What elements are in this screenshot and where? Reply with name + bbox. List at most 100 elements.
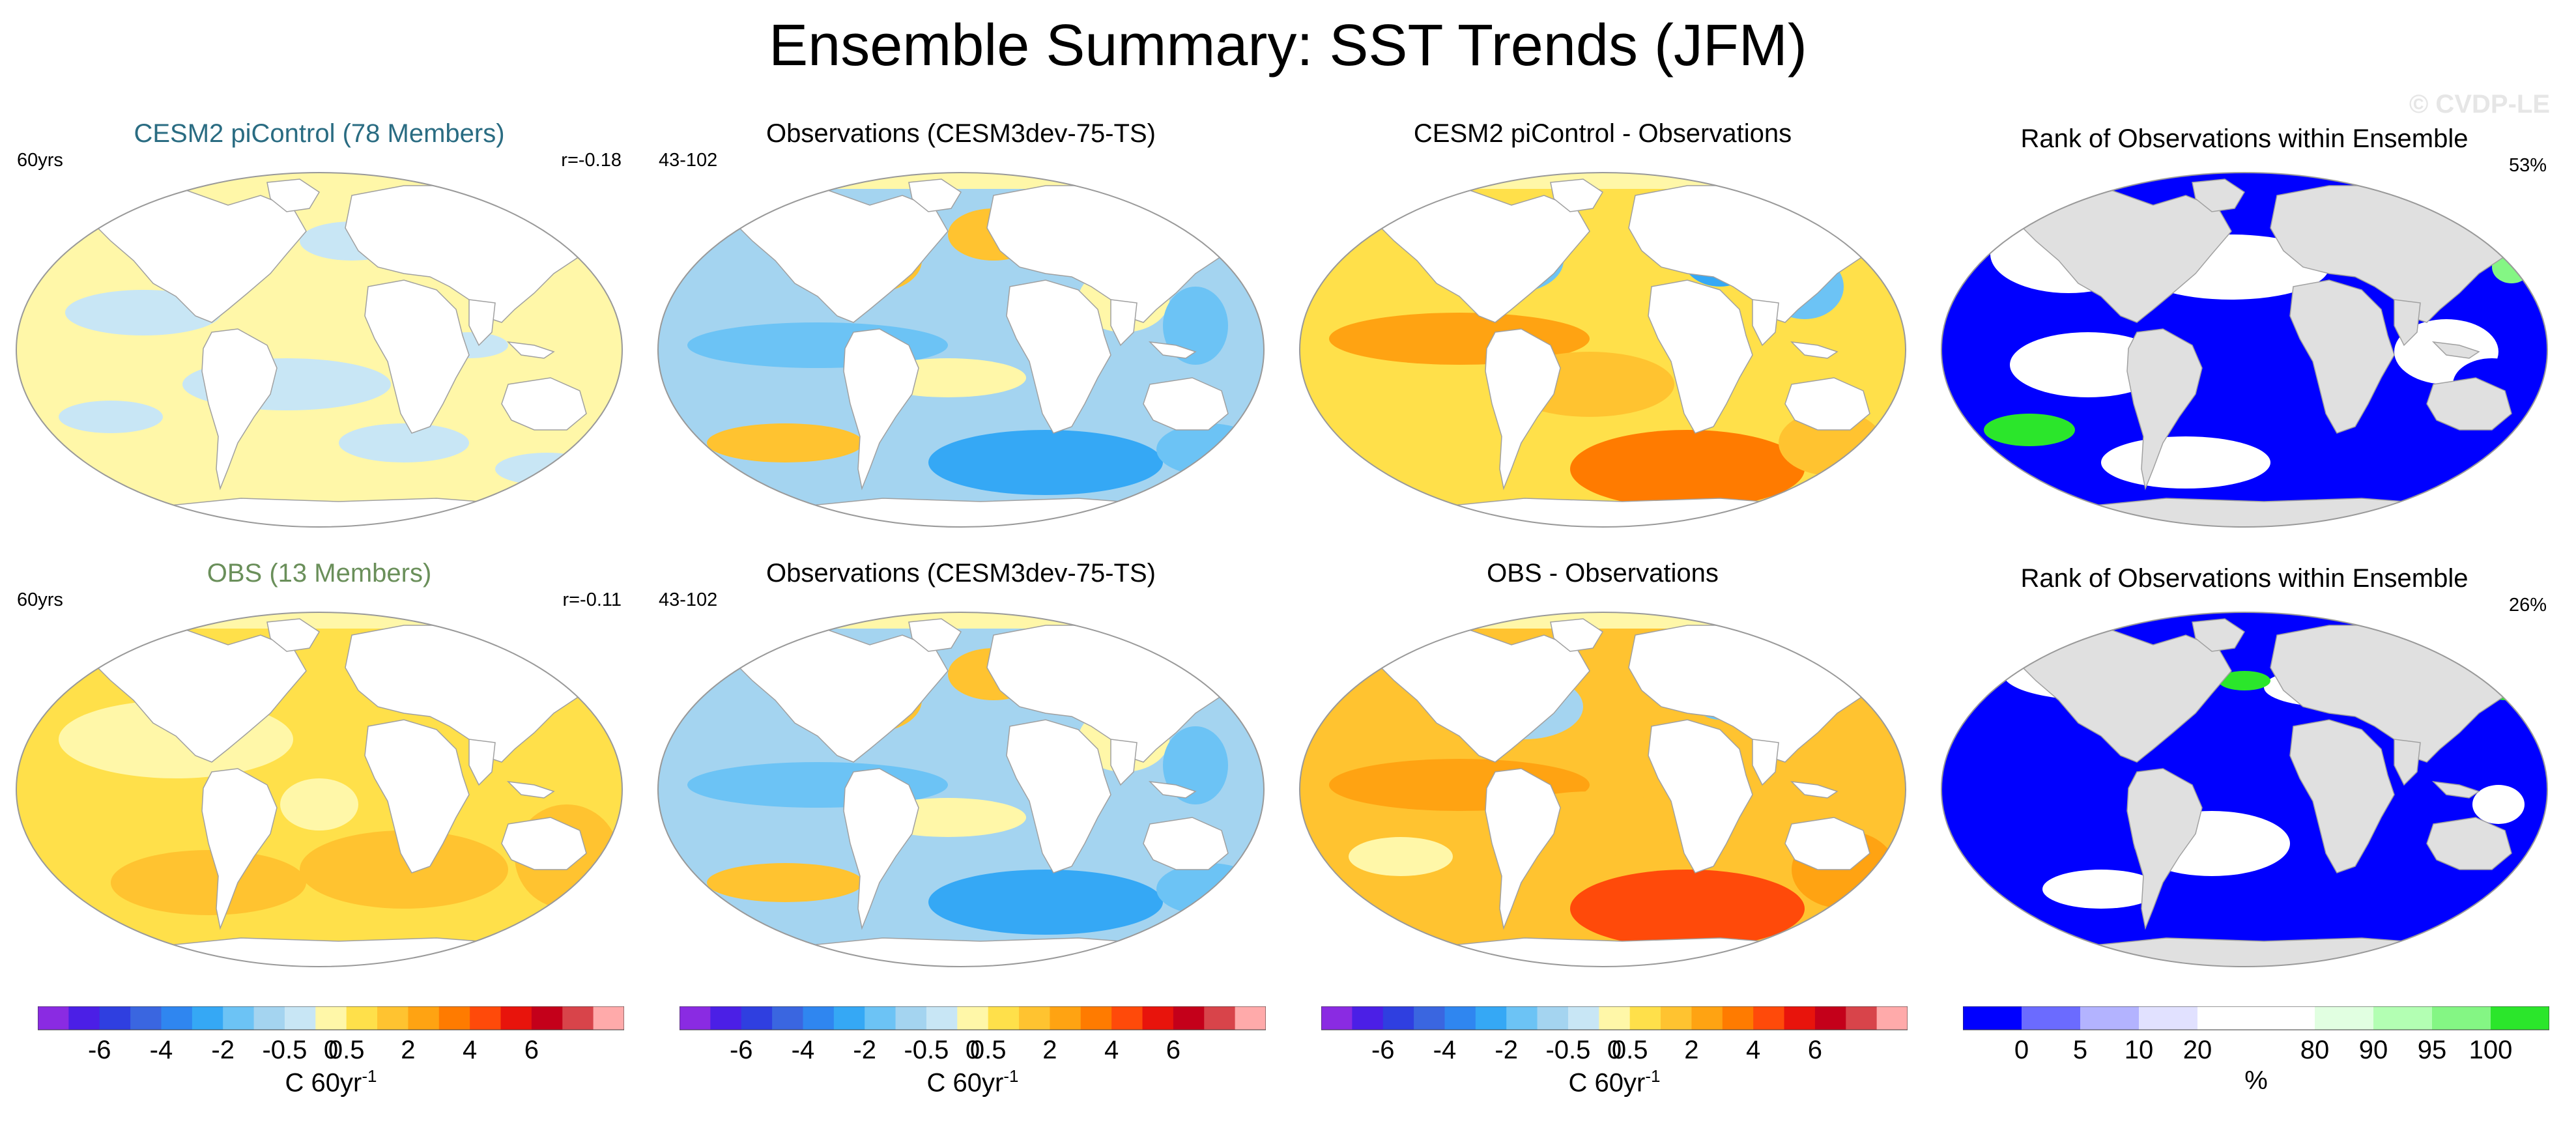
indonesia-land xyxy=(1148,780,1197,799)
tick-label: -2 xyxy=(211,1036,235,1064)
field-region xyxy=(1163,287,1228,365)
tick-label: 10 xyxy=(2125,1036,2154,1064)
trend-colorbar: -6 -4 -2 -0.5 00.5 2 4 6 xyxy=(679,1006,1267,1064)
colorbar-swatch xyxy=(1963,1006,2022,1030)
india-land xyxy=(2394,739,2421,786)
greenland-land xyxy=(266,618,321,652)
australia-land xyxy=(2426,817,2512,870)
indonesia-land xyxy=(1148,341,1197,359)
colorbar-swatch xyxy=(1173,1006,1205,1030)
indonesia-land xyxy=(2431,780,2480,799)
colorbar-swatch xyxy=(710,1006,742,1030)
panel-r1-c4: Rank of Observations within Ensemble 53% xyxy=(1932,117,2557,534)
tick-label: 0.5 xyxy=(970,1036,1007,1064)
map-r1-c4 xyxy=(1941,172,2548,528)
greenland-land xyxy=(2192,178,2246,212)
namerica-land xyxy=(732,628,949,763)
trend-colorbar: -6 -4 -2 -0.5 00.5 2 4 6 xyxy=(37,1006,625,1064)
africa-land xyxy=(1648,279,1753,434)
tick-label: 2 xyxy=(1042,1036,1057,1064)
map-r1-c2 xyxy=(657,172,1265,528)
colorbar-units: C 60yr-1 xyxy=(926,1066,1019,1098)
colorbar-swatch xyxy=(1414,1006,1445,1030)
watermark: © CVDP-LE xyxy=(2409,90,2550,119)
field-region xyxy=(1570,870,1805,948)
indonesia-land xyxy=(506,341,555,359)
colorbar-swatch xyxy=(99,1006,131,1030)
tick-label: -2 xyxy=(853,1036,876,1064)
tick-label: -4 xyxy=(150,1036,173,1064)
indonesia-land xyxy=(2431,341,2480,359)
field-region xyxy=(707,863,863,902)
india-land xyxy=(2394,299,2421,347)
namerica-land xyxy=(2016,628,2232,763)
colorbar-swatch xyxy=(1142,1006,1174,1030)
field-region xyxy=(2101,436,2270,489)
indonesia-land xyxy=(1790,780,1839,799)
map-outline xyxy=(657,612,1265,967)
tick-label: 5 xyxy=(2073,1036,2087,1064)
colorbar-swatch xyxy=(988,1006,1020,1030)
panel-r2-c2: Observations (CESM3dev-75-TS) 43-102 xyxy=(648,557,1274,974)
trend-colorbar: -6 -4 -2 -0.5 00.5 2 4 6 xyxy=(1321,1006,1908,1064)
colorbar-swatch xyxy=(2432,1006,2491,1030)
africa-land xyxy=(1006,719,1111,873)
colorbar-units: C 60yr-1 xyxy=(1568,1066,1661,1098)
indonesia-land xyxy=(506,780,555,799)
greenland-land xyxy=(1550,618,1604,652)
india-land xyxy=(468,739,496,786)
africa-land xyxy=(364,719,470,873)
panel-r1-c2: Observations (CESM3dev-75-TS) 43-102 xyxy=(648,117,1274,534)
colorbar-swatch xyxy=(1537,1006,1569,1030)
australia-land xyxy=(501,377,587,431)
panel-right-label: r=-0.11 xyxy=(562,589,622,610)
tick-label: -6 xyxy=(730,1036,753,1064)
colorbar-swatch xyxy=(2197,1006,2257,1030)
namerica-land xyxy=(732,188,949,323)
colorbar-swatch xyxy=(895,1006,927,1030)
tick-label: 0.5 xyxy=(1612,1036,1648,1064)
india-land xyxy=(1110,299,1138,347)
tick-label: 4 xyxy=(1104,1036,1119,1064)
colorbar-swatch xyxy=(1506,1006,1538,1030)
greenland-land xyxy=(908,618,962,652)
field-region xyxy=(1163,726,1228,804)
india-land xyxy=(1752,739,1779,786)
greenland-land xyxy=(908,178,962,212)
map-outline xyxy=(1299,172,1906,528)
tick-label: 4 xyxy=(1746,1036,1760,1064)
field-region xyxy=(2010,332,2166,397)
panel-right-label: 26% xyxy=(2508,595,2547,616)
colorbar-swatch xyxy=(865,1006,896,1030)
colorbar-swatch xyxy=(1382,1006,1414,1030)
australia-land xyxy=(1784,817,1870,870)
field-region xyxy=(1156,423,1261,475)
panel-r1-c1: CESM2 piControl (78 Members) 60yrs r=-0.… xyxy=(7,117,632,534)
colorbar-swatch xyxy=(130,1006,162,1030)
colorbar-swatch xyxy=(531,1006,563,1030)
tick-label: -4 xyxy=(1433,1036,1457,1064)
namerica-land xyxy=(2016,188,2232,323)
colorbar-swatch xyxy=(1661,1006,1692,1030)
panel-title: Observations (CESM3dev-75-TS) xyxy=(766,119,1156,148)
field-region xyxy=(495,453,599,485)
antarctica-land xyxy=(1425,937,1807,967)
antarctica-land xyxy=(783,498,1165,527)
colorbar-swatch xyxy=(438,1006,470,1030)
panel-left-label: 60yrs xyxy=(17,589,63,610)
tick-label: -0.5 xyxy=(904,1036,949,1064)
main-title: Ensemble Summary: SST Trends (JFM) xyxy=(769,13,1807,78)
panel-left-label: 43-102 xyxy=(659,589,718,610)
colorbar-2: -6 -4 -2 -0.5 0 0.5 2 4 6 C 60yr-1 xyxy=(679,1006,1267,1104)
colorbar-swatch xyxy=(2315,1006,2374,1030)
panel-title: Observations (CESM3dev-75-TS) xyxy=(766,559,1156,588)
map-outline xyxy=(657,172,1265,528)
field-region xyxy=(1984,414,2075,446)
antarctica-land xyxy=(783,937,1165,967)
colorbar-swatch xyxy=(1352,1006,1384,1030)
panel-title: Rank of Observations within Ensemble xyxy=(2020,124,2469,153)
tick-label: -0.5 xyxy=(262,1036,307,1064)
panel-title: Rank of Observations within Ensemble xyxy=(2020,564,2469,593)
map-r2-c2 xyxy=(657,612,1265,967)
africa-land xyxy=(1006,279,1111,434)
